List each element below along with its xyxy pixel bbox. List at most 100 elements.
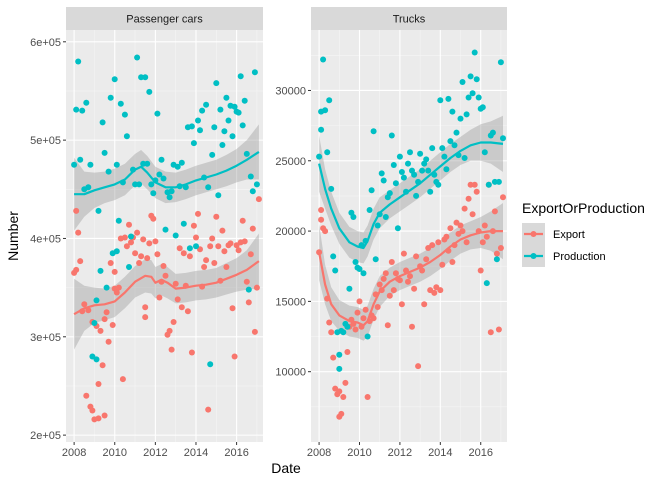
production-data-point (83, 99, 90, 106)
export-data-point (205, 406, 212, 413)
production-data-point (500, 135, 506, 142)
export-data-point (376, 281, 383, 288)
export-data-point (156, 294, 163, 301)
export-data-point (487, 329, 494, 336)
production-data-point (253, 181, 260, 188)
production-data-point (91, 320, 98, 326)
export-data-point (374, 304, 381, 310)
production-data-point (485, 181, 492, 188)
export-data-point (415, 363, 422, 370)
legend-key-point (530, 231, 537, 237)
production-data-point (148, 181, 155, 188)
export-data-point (150, 215, 157, 222)
smooth-lines (318, 141, 504, 327)
production-data-point (479, 104, 486, 111)
export-data-point (356, 298, 363, 305)
x-axis: 2008 2010 2012 2014 2016 (307, 442, 493, 459)
export-data-point (439, 261, 446, 268)
production-data-point (93, 356, 100, 363)
export-data-point (144, 255, 151, 262)
legend-key-production (522, 245, 545, 267)
export-data-point (109, 322, 116, 328)
export-data-point (344, 349, 351, 355)
export-data-point (405, 278, 411, 285)
export-data-point (243, 278, 250, 285)
export-data-point (336, 388, 343, 395)
export-data-point (459, 228, 466, 235)
x-tick-label: 2010 (103, 447, 127, 459)
export-data-point (342, 379, 349, 386)
production-confidence-band (74, 124, 259, 231)
production-data-point (199, 107, 206, 114)
production-data-point (85, 184, 92, 191)
production-data-point (382, 214, 389, 220)
y-axis: 10000 15000 20000 25000 30000 (275, 85, 311, 379)
export-data-point (390, 287, 397, 294)
production-data-point (105, 168, 112, 175)
export-data-point (113, 289, 120, 296)
export-data-point (386, 292, 393, 299)
export-data-point (338, 410, 345, 417)
production-data-point (411, 171, 418, 178)
export-data-point (215, 243, 222, 250)
production-data-point (429, 145, 436, 152)
production-data-point (174, 163, 181, 170)
production-data-point (101, 149, 108, 156)
production-data-point (453, 129, 460, 136)
y-axis-title: Number (5, 211, 21, 261)
y-tick-label: 2e+05 (30, 430, 61, 442)
export-data-point (249, 225, 256, 232)
production-data-point (247, 173, 254, 180)
production-data-point (471, 49, 478, 56)
production-data-point (134, 54, 141, 61)
production-data-point (324, 149, 331, 156)
y-tick-label: 3e+05 (30, 332, 61, 344)
export-data-point (136, 260, 143, 266)
export-data-point (245, 299, 252, 306)
export-data-point (81, 301, 88, 308)
export-data-point (235, 247, 242, 254)
legend: ExportOrProduction Export Production (522, 200, 645, 267)
production-data-point (445, 95, 452, 102)
data-points (71, 54, 262, 423)
x-tick-label: 2012 (143, 447, 167, 459)
export-data-point (160, 263, 167, 269)
production-data-point (360, 270, 367, 277)
panel-passenger-cars: Passenger cars 2e+05 3e+05 4e+05 5e+05 6e+05… (30, 7, 263, 459)
production-data-point (237, 73, 244, 80)
export-data-point (360, 315, 367, 322)
production-data-point (186, 245, 193, 252)
y-tick-label: 15000 (275, 296, 306, 308)
export-data-point (172, 280, 179, 287)
production-smooth-line (318, 141, 504, 250)
export-data-point (362, 306, 369, 313)
export-data-point (213, 213, 220, 220)
production-data-point (497, 59, 504, 66)
export-data-point (396, 277, 403, 284)
export-data-point (495, 326, 502, 333)
export-data-point (207, 243, 214, 250)
production-data-point (241, 97, 248, 104)
production-data-point (425, 167, 432, 174)
production-data-point (235, 109, 242, 116)
production-data-point (158, 156, 165, 163)
production-data-point (316, 153, 323, 160)
production-smooth-line (74, 150, 260, 196)
export-data-point (132, 250, 139, 257)
production-data-point (178, 159, 185, 166)
export-data-point (77, 258, 84, 265)
production-data-point (188, 123, 195, 130)
export-data-point (473, 188, 480, 195)
production-data-point (213, 80, 220, 87)
export-data-point (493, 250, 500, 257)
production-data-point (229, 133, 236, 140)
production-data-point (461, 155, 468, 161)
production-data-point (467, 73, 474, 80)
production-data-point (180, 220, 187, 227)
production-data-point (121, 111, 128, 118)
export-data-point (461, 205, 468, 212)
export-data-point (221, 248, 228, 255)
export-data-point (241, 238, 248, 245)
production-data-point (239, 122, 246, 129)
production-data-point (245, 286, 252, 293)
